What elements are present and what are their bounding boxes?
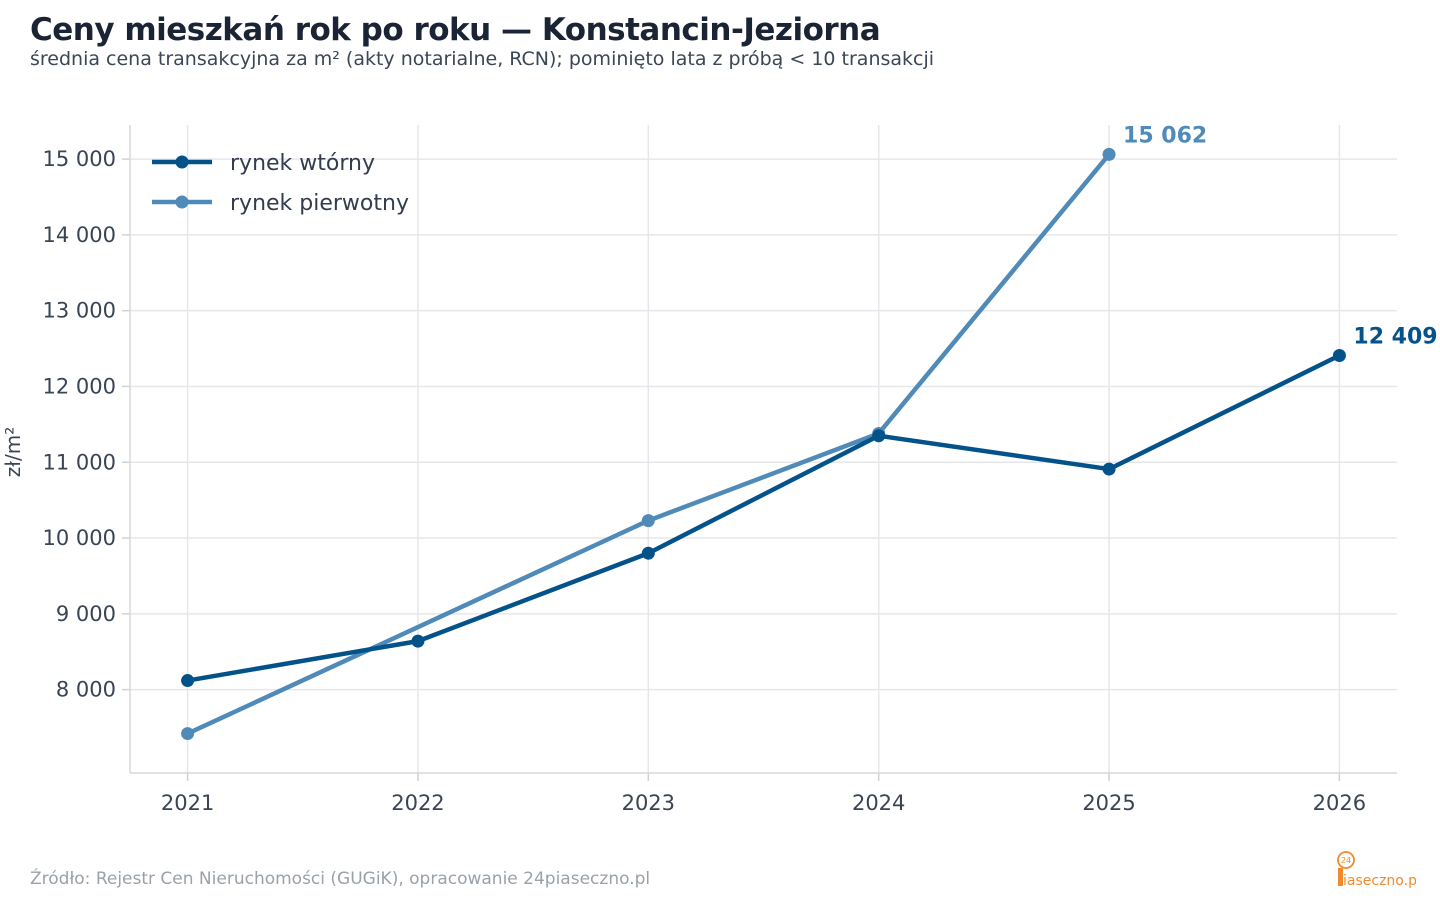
data-point <box>181 674 195 688</box>
grid <box>130 125 1397 773</box>
legend: rynek wtórny rynek pierwotny <box>152 151 409 216</box>
y-tick-label: 12 000 <box>43 374 116 398</box>
legend-label: rynek wtórny <box>230 151 375 176</box>
x-tick-label: 2026 <box>1313 791 1366 815</box>
end-value-label: 15 062 <box>1123 123 1207 148</box>
y-axis-label: zł/m² <box>1 427 25 477</box>
data-point <box>411 634 425 648</box>
y-tick-label: 8 000 <box>56 678 116 702</box>
end-value-label: 12 409 <box>1353 324 1437 349</box>
series: 15 062 12 409 <box>181 123 1438 741</box>
site-logo: 24 iaseczno.pl <box>1337 851 1416 888</box>
data-point <box>1102 147 1116 161</box>
data-point <box>641 514 655 528</box>
logo-badge-text: 24 <box>1341 856 1351 865</box>
data-point <box>641 546 655 560</box>
series-line-rynek-pierwotny <box>185 152 1112 736</box>
x-tick-label: 2022 <box>391 791 444 815</box>
y-tick-label: 13 000 <box>43 299 116 323</box>
series-line-rynek-wtorny <box>185 353 1342 683</box>
y-tick-label: 10 000 <box>43 526 116 550</box>
x-tick-label: 2021 <box>161 791 214 815</box>
data-point <box>1332 348 1346 362</box>
data-point <box>181 727 195 741</box>
x-tick-label: 2023 <box>622 791 675 815</box>
axes: 8 000 9 000 10 000 11 000 12 000 13 000 14 000… <box>43 125 1397 815</box>
y-tick-label: 14 000 <box>43 223 116 247</box>
chart-title: Ceny mieszkań rok po roku — Konstancin-J… <box>30 12 881 48</box>
chart-subtitle: średnia cena transakcyjna za m² (akty no… <box>30 48 935 70</box>
data-point <box>872 429 886 443</box>
source-note: Źródło: Rejestr Cen Nieruchomości (GUGiK… <box>30 869 651 889</box>
legend-swatch-marker <box>175 195 189 209</box>
y-tick-label: 11 000 <box>43 450 116 474</box>
x-tick-label: 2025 <box>1082 791 1135 815</box>
legend-label: rynek pierwotny <box>230 191 409 216</box>
data-point <box>1102 462 1116 476</box>
logo-text: iaseczno.pl <box>1343 873 1416 888</box>
y-tick-label: 15 000 <box>43 147 116 171</box>
logo-badge-icon <box>1337 851 1355 869</box>
y-tick-label: 9 000 <box>56 602 116 626</box>
legend-swatch-marker <box>175 155 189 169</box>
x-tick-label: 2024 <box>852 791 905 815</box>
